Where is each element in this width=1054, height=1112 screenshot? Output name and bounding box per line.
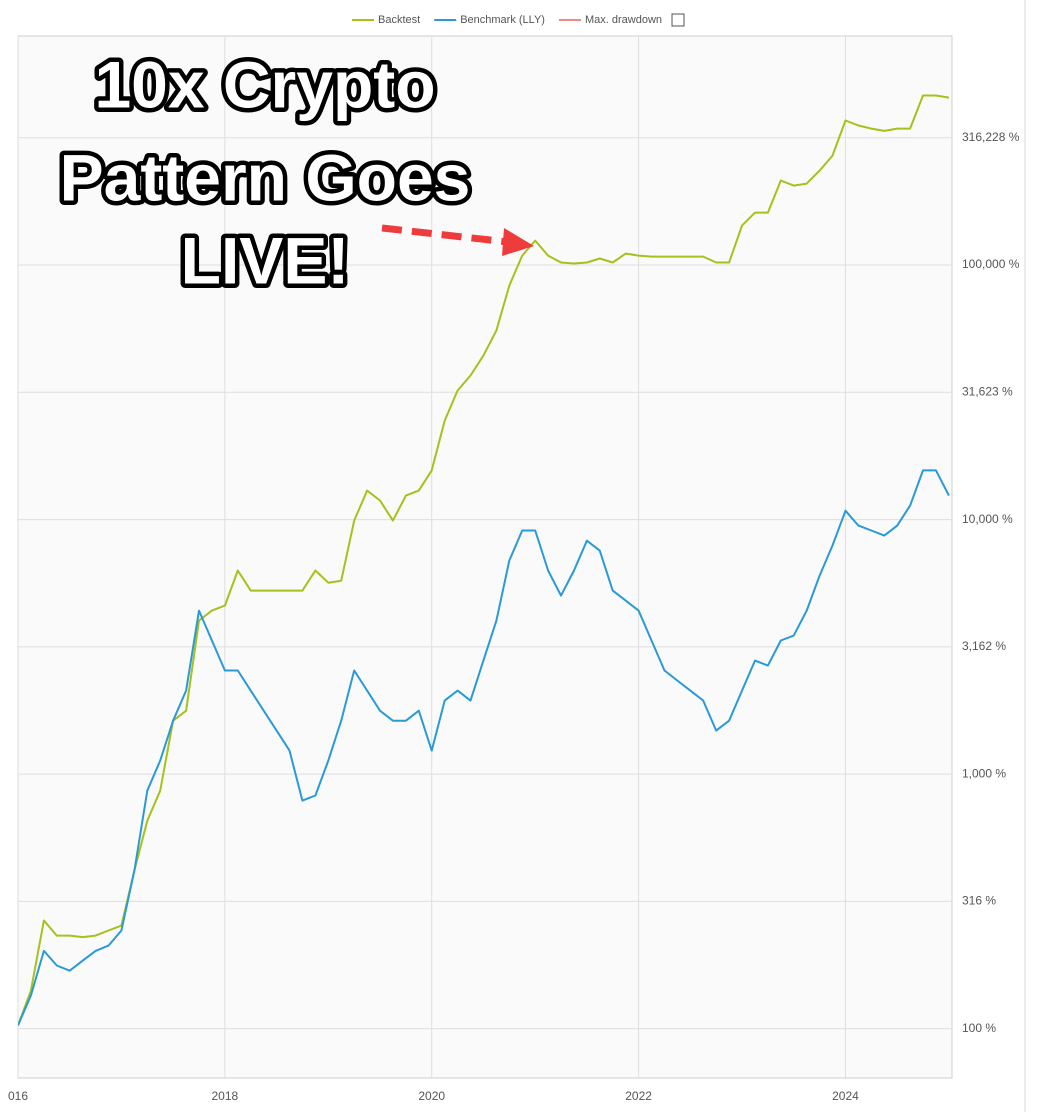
x-tick-label: 2022 bbox=[625, 1089, 652, 1103]
y-tick-label: 31,623 % bbox=[962, 384, 1013, 398]
legend-label: Backtest bbox=[378, 14, 420, 26]
series-line bbox=[18, 469, 950, 1026]
arrow-shaft bbox=[381, 224, 509, 246]
legend-label: Benchmark (LLY) bbox=[460, 14, 545, 26]
x-tick-label: 016 bbox=[8, 1089, 28, 1103]
legend: Backtest Benchmark (LLY) Max. drawdown bbox=[352, 13, 685, 27]
lines bbox=[18, 94, 950, 1026]
annotation-line: 10x Crypto bbox=[94, 47, 435, 121]
plot-area bbox=[17, 35, 953, 1079]
y-tick-label: 3,162 % bbox=[962, 639, 1006, 653]
y-tick-label: 100 % bbox=[962, 1021, 996, 1035]
x-tick-label: 2020 bbox=[418, 1089, 445, 1103]
annotation: 10x Crypto Pattern Goes LIVE! bbox=[55, 43, 534, 302]
x-tick-label: 2018 bbox=[212, 1089, 239, 1103]
y-tick-label: 10,000 % bbox=[962, 512, 1013, 526]
y-tick-label: 100,000 % bbox=[962, 257, 1020, 271]
legend-checkbox bbox=[671, 13, 685, 27]
arrow-head bbox=[502, 228, 534, 256]
x-tick-label: 2024 bbox=[832, 1089, 859, 1103]
y-tick-label: 316 % bbox=[962, 894, 996, 908]
annotation-line: Pattern Goes bbox=[60, 140, 471, 214]
legend-label: Max. drawdown bbox=[585, 14, 662, 26]
annotation-line: LIVE! bbox=[181, 223, 350, 297]
y-tick-label: 316,228 % bbox=[962, 130, 1020, 144]
grid: 100 % 316 % 1,000 % 3,162 % 10,000 % 31,623 %… bbox=[8, 36, 1020, 1103]
y-tick-label: 1,000 % bbox=[962, 766, 1006, 780]
